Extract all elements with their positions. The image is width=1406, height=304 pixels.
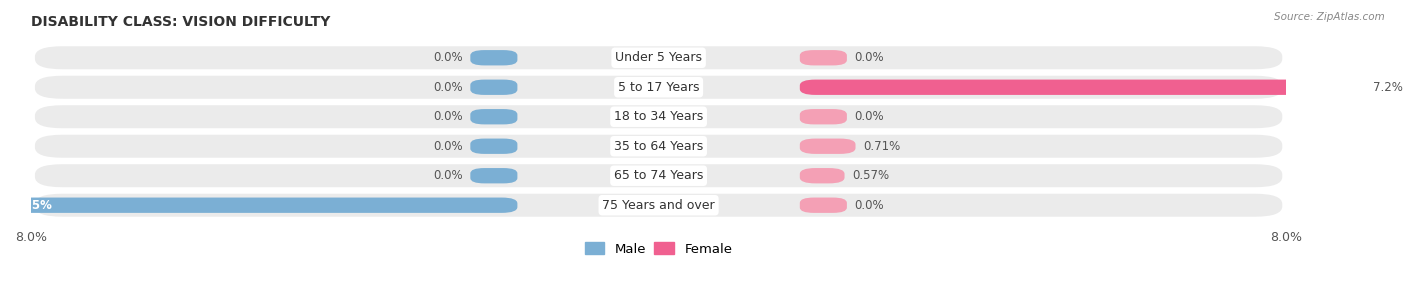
Text: 0.0%: 0.0%	[433, 51, 463, 64]
Text: Under 5 Years: Under 5 Years	[614, 51, 702, 64]
Text: 18 to 34 Years: 18 to 34 Years	[614, 110, 703, 123]
Text: 0.0%: 0.0%	[433, 81, 463, 94]
Text: Source: ZipAtlas.com: Source: ZipAtlas.com	[1274, 12, 1385, 22]
FancyBboxPatch shape	[7, 198, 517, 213]
FancyBboxPatch shape	[800, 168, 845, 183]
FancyBboxPatch shape	[471, 80, 517, 95]
Text: 0.0%: 0.0%	[855, 199, 884, 212]
FancyBboxPatch shape	[471, 50, 517, 65]
FancyBboxPatch shape	[471, 139, 517, 154]
Text: 0.71%: 0.71%	[863, 140, 901, 153]
FancyBboxPatch shape	[471, 109, 517, 124]
FancyBboxPatch shape	[35, 76, 1282, 99]
FancyBboxPatch shape	[800, 80, 1365, 95]
FancyBboxPatch shape	[35, 194, 1282, 217]
Text: 0.0%: 0.0%	[855, 51, 884, 64]
Text: 0.57%: 0.57%	[852, 169, 890, 182]
FancyBboxPatch shape	[35, 164, 1282, 187]
Legend: Male, Female: Male, Female	[579, 237, 738, 261]
Text: 0.0%: 0.0%	[855, 110, 884, 123]
FancyBboxPatch shape	[800, 109, 846, 124]
Text: 5 to 17 Years: 5 to 17 Years	[617, 81, 699, 94]
FancyBboxPatch shape	[800, 198, 846, 213]
FancyBboxPatch shape	[800, 139, 855, 154]
Text: 7.2%: 7.2%	[1372, 81, 1402, 94]
FancyBboxPatch shape	[35, 105, 1282, 128]
Text: 0.0%: 0.0%	[433, 140, 463, 153]
FancyBboxPatch shape	[35, 135, 1282, 158]
Text: 35 to 64 Years: 35 to 64 Years	[614, 140, 703, 153]
Text: DISABILITY CLASS: VISION DIFFICULTY: DISABILITY CLASS: VISION DIFFICULTY	[31, 15, 330, 29]
Text: 65 to 74 Years: 65 to 74 Years	[614, 169, 703, 182]
Text: 6.5%: 6.5%	[20, 199, 52, 212]
FancyBboxPatch shape	[800, 50, 846, 65]
Text: 0.0%: 0.0%	[433, 169, 463, 182]
FancyBboxPatch shape	[471, 168, 517, 183]
Text: 75 Years and over: 75 Years and over	[602, 199, 714, 212]
Text: 0.0%: 0.0%	[433, 110, 463, 123]
FancyBboxPatch shape	[35, 46, 1282, 69]
